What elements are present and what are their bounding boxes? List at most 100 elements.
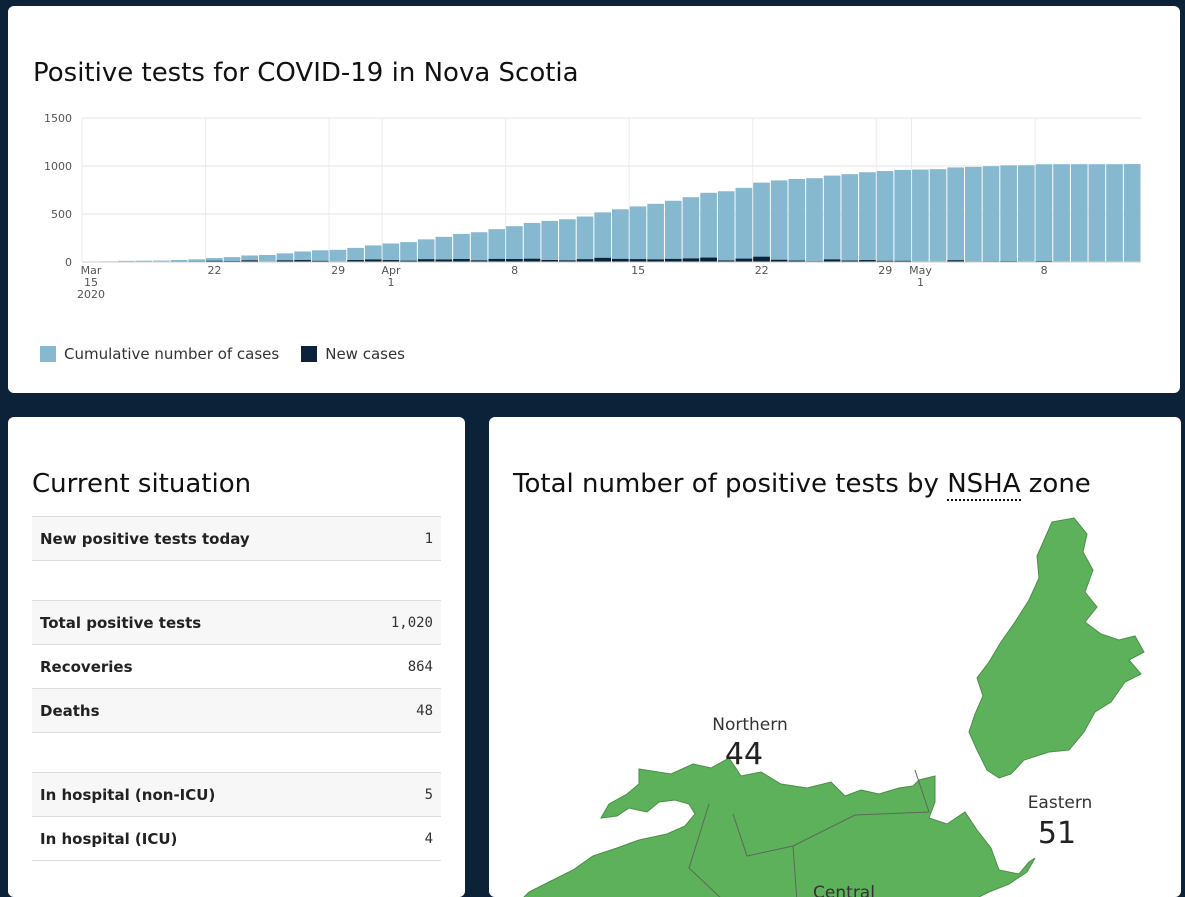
bar-cumulative[interactable] <box>383 243 400 262</box>
table-row: In hospital (non-ICU) 5 <box>32 773 441 817</box>
x-tick-label: 29 <box>878 264 892 277</box>
legend-item-cumulative[interactable]: Cumulative number of cases <box>40 345 279 363</box>
bar-cumulative[interactable] <box>753 183 770 262</box>
bar-cumulative[interactable] <box>789 179 806 262</box>
bar-cumulative[interactable] <box>841 174 858 262</box>
row-label: Deaths <box>32 689 357 733</box>
bar-new-cases[interactable] <box>594 258 611 262</box>
bar-cumulative[interactable] <box>471 232 488 262</box>
bar-cumulative[interactable] <box>1053 164 1070 262</box>
y-tick-label: 0 <box>65 256 72 269</box>
bar-cumulative[interactable] <box>647 204 664 262</box>
row-value: 5 <box>357 773 441 817</box>
table-row: In hospital (ICU) 4 <box>32 817 441 861</box>
bar-cumulative[interactable] <box>1036 164 1053 262</box>
bar-cumulative[interactable] <box>1000 165 1017 262</box>
bar-cumulative[interactable] <box>718 191 735 262</box>
zone-label-central: Central <box>813 883 875 897</box>
row-value: 1 <box>357 517 441 561</box>
row-value: 1,020 <box>357 601 441 645</box>
table-row: Total positive tests 1,020 <box>32 601 441 645</box>
bar-cumulative[interactable] <box>824 176 841 262</box>
bar-cumulative[interactable] <box>524 223 541 262</box>
zone-eastern-cape-breton[interactable] <box>969 518 1144 778</box>
zone-count-northern: 44 <box>725 737 763 772</box>
bar-cumulative[interactable] <box>806 178 823 262</box>
bar-cumulative[interactable] <box>1106 164 1123 262</box>
bar-cumulative[interactable] <box>683 197 700 262</box>
legend-swatch-cumulative <box>40 346 56 362</box>
legend-swatch-new <box>301 346 317 362</box>
map-title-prefix: Total number of positive tests by <box>513 469 947 499</box>
bar-cumulative[interactable] <box>612 209 629 262</box>
bar-cumulative[interactable] <box>418 239 435 262</box>
chart-legend: Cumulative number of cases New cases <box>40 345 405 363</box>
bar-new-cases[interactable] <box>753 257 770 262</box>
x-tick-label: 29 <box>331 264 345 277</box>
situation-card: Current situation New positive tests tod… <box>8 417 465 897</box>
bar-cumulative[interactable] <box>1089 164 1106 262</box>
legend-item-new[interactable]: New cases <box>301 345 405 363</box>
bar-new-cases[interactable] <box>736 259 753 262</box>
bar-cumulative[interactable] <box>1071 164 1088 262</box>
y-tick-label: 1000 <box>44 160 72 173</box>
y-tick-label: 1500 <box>44 112 72 125</box>
bar-cumulative[interactable] <box>436 237 453 262</box>
bar-cumulative[interactable] <box>630 206 647 262</box>
bar-cumulative[interactable] <box>665 201 682 262</box>
row-value: 4 <box>357 817 441 861</box>
row-value: 48 <box>357 689 441 733</box>
map-title-suffix: zone <box>1021 469 1091 499</box>
bar-cumulative[interactable] <box>859 172 876 262</box>
nsha-abbreviation[interactable]: NSHA <box>947 469 1020 501</box>
bar-cumulative[interactable] <box>877 171 894 262</box>
bar-cumulative[interactable] <box>347 248 364 262</box>
bar-cumulative[interactable] <box>577 216 594 262</box>
x-tick-label: 22 <box>208 264 222 277</box>
bar-cumulative[interactable] <box>330 250 347 262</box>
bar-cumulative[interactable] <box>559 219 576 262</box>
zone-count-eastern: 51 <box>1038 816 1076 851</box>
row-label: New positive tests today <box>32 517 357 561</box>
row-label: In hospital (non-ICU) <box>32 773 357 817</box>
y-tick-label: 500 <box>51 208 72 221</box>
bar-cumulative[interactable] <box>541 221 558 262</box>
bar-cumulative[interactable] <box>453 234 470 262</box>
table-row: Recoveries 864 <box>32 645 441 689</box>
bar-cumulative[interactable] <box>736 188 753 262</box>
bar-cumulative[interactable] <box>259 255 276 262</box>
row-label: Total positive tests <box>32 601 357 645</box>
bar-new-cases[interactable] <box>700 258 717 262</box>
map-card: Total number of positive tests by NSHA z… <box>489 417 1181 897</box>
bar-cumulative[interactable] <box>594 212 611 262</box>
table-row: New positive tests today 1 <box>32 517 441 561</box>
bar-cumulative[interactable] <box>700 193 717 262</box>
situation-title: Current situation <box>32 469 251 499</box>
bar-cumulative[interactable] <box>947 167 964 262</box>
bar-cumulative[interactable] <box>312 250 329 262</box>
bar-cumulative[interactable] <box>983 166 1000 262</box>
table-spacer <box>32 561 441 601</box>
bar-cumulative[interactable] <box>771 180 788 262</box>
bar-cumulative[interactable] <box>894 170 911 262</box>
bar-cumulative[interactable] <box>912 170 929 262</box>
bar-cumulative[interactable] <box>965 167 982 262</box>
table-spacer <box>32 733 441 773</box>
row-label: In hospital (ICU) <box>32 817 357 861</box>
table-row: Deaths 48 <box>32 689 441 733</box>
bar-cumulative[interactable] <box>488 229 505 262</box>
bar-new-cases[interactable] <box>683 258 700 262</box>
bar-cumulative[interactable] <box>506 226 523 262</box>
x-tick-label: 15 <box>631 264 645 277</box>
bar-cumulative[interactable] <box>930 169 947 262</box>
bar-cumulative[interactable] <box>1124 164 1141 262</box>
bar-cumulative[interactable] <box>400 242 417 262</box>
legend-label-new: New cases <box>325 345 405 363</box>
zone-mainland[interactable] <box>519 758 1035 897</box>
chart-title: Positive tests for COVID-19 in Nova Scot… <box>33 58 579 88</box>
chart-card: Positive tests for COVID-19 in Nova Scot… <box>8 6 1180 393</box>
bar-cumulative[interactable] <box>1018 165 1035 262</box>
